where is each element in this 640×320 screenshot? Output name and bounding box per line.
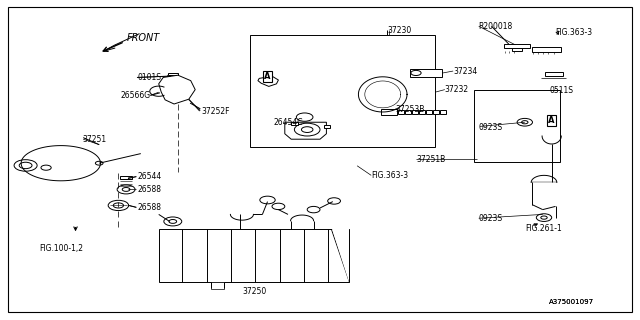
Circle shape — [301, 127, 313, 132]
Bar — [168, 73, 178, 75]
Bar — [398, 110, 404, 114]
Bar — [405, 110, 411, 114]
Bar — [211, 282, 224, 289]
Text: 37232: 37232 — [445, 85, 469, 94]
Text: FIG.363-3: FIG.363-3 — [556, 28, 593, 36]
Circle shape — [122, 188, 130, 191]
Circle shape — [168, 74, 178, 79]
Bar — [440, 110, 446, 114]
Circle shape — [108, 200, 129, 211]
Text: A: A — [548, 116, 555, 124]
Text: A: A — [264, 72, 271, 81]
Circle shape — [164, 217, 182, 226]
Polygon shape — [332, 229, 349, 282]
Bar — [410, 69, 442, 77]
Circle shape — [307, 206, 320, 213]
Bar — [504, 44, 530, 48]
Polygon shape — [258, 76, 278, 86]
Text: 37230: 37230 — [387, 26, 412, 35]
Text: FIG.363-3: FIG.363-3 — [371, 171, 408, 180]
Text: R200018: R200018 — [479, 22, 513, 31]
Circle shape — [536, 214, 552, 221]
Text: A375001097: A375001097 — [549, 300, 595, 305]
Circle shape — [272, 203, 285, 210]
Text: 37251B: 37251B — [416, 155, 445, 164]
Bar — [120, 176, 132, 179]
Bar — [250, 35, 435, 147]
Circle shape — [328, 198, 340, 204]
Bar — [159, 229, 349, 282]
Circle shape — [95, 161, 103, 165]
Bar — [291, 122, 298, 125]
Bar — [532, 47, 561, 52]
Circle shape — [41, 165, 51, 170]
Circle shape — [117, 185, 135, 194]
Bar — [419, 110, 425, 114]
Circle shape — [517, 118, 532, 126]
Circle shape — [296, 113, 313, 121]
Text: 37234: 37234 — [453, 67, 477, 76]
Polygon shape — [159, 75, 195, 104]
Bar — [412, 110, 418, 114]
Circle shape — [166, 84, 189, 96]
Text: 0923S: 0923S — [479, 214, 503, 223]
Text: 0511S: 0511S — [549, 86, 573, 95]
Bar — [426, 110, 432, 114]
Circle shape — [19, 162, 32, 169]
Circle shape — [113, 203, 124, 208]
Text: 37251: 37251 — [82, 135, 106, 144]
Bar — [474, 90, 560, 162]
Bar — [512, 48, 522, 51]
Bar — [545, 72, 563, 76]
Circle shape — [260, 196, 275, 204]
Text: A375001097: A375001097 — [549, 300, 595, 305]
Text: 26588: 26588 — [138, 185, 161, 194]
Circle shape — [173, 88, 183, 93]
Polygon shape — [285, 122, 326, 139]
Text: FIG.261-1: FIG.261-1 — [525, 224, 561, 233]
Text: 37253B: 37253B — [396, 105, 425, 114]
Circle shape — [14, 160, 37, 171]
Text: 26544: 26544 — [138, 172, 162, 181]
Bar — [433, 110, 439, 114]
Text: 26454C: 26454C — [274, 118, 303, 127]
Circle shape — [169, 220, 177, 223]
Circle shape — [411, 70, 421, 76]
Text: FRONT: FRONT — [127, 33, 160, 44]
Circle shape — [522, 121, 528, 124]
Text: 37252F: 37252F — [202, 107, 230, 116]
Text: FIG.100-1,2: FIG.100-1,2 — [40, 244, 84, 252]
Text: 26588: 26588 — [138, 203, 161, 212]
Bar — [324, 125, 330, 128]
Text: 0101S: 0101S — [138, 73, 161, 82]
Circle shape — [294, 123, 320, 136]
Text: 37250: 37250 — [242, 287, 266, 296]
Text: 0923S: 0923S — [479, 123, 503, 132]
Circle shape — [541, 216, 547, 219]
Bar — [381, 109, 397, 115]
Text: 26566G: 26566G — [120, 91, 150, 100]
